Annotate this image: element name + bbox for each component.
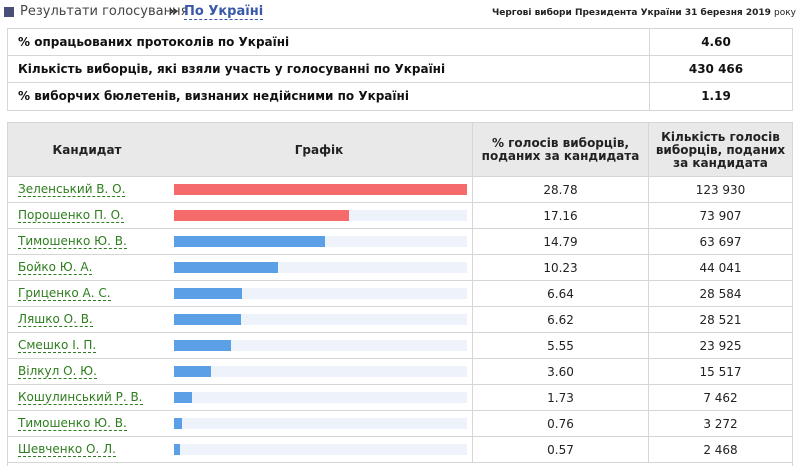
vote-bar (174, 444, 180, 455)
vote-percent: 0.57 (472, 437, 648, 463)
vote-percent: 10.23 (472, 255, 648, 281)
vote-count: 73 907 (648, 203, 792, 229)
table-row: Зеленський В. О. 28.78 123 930 (8, 177, 792, 203)
region-link[interactable]: По Україні (184, 4, 264, 20)
vote-percent: 0.76 (472, 411, 648, 437)
summary-label: % виборчих бюлетенів, визнаних недійсним… (18, 89, 409, 103)
vote-count: 23 925 (648, 333, 792, 359)
vote-bar-track (174, 210, 467, 221)
vote-count: 2 468 (648, 437, 792, 463)
vote-bar-track (174, 366, 467, 377)
vote-count: 3 272 (648, 411, 792, 437)
vote-bar-track (174, 340, 467, 351)
candidate-link[interactable]: Тимошенко Ю. В. (18, 416, 127, 431)
candidate-link[interactable]: Бойко Ю. А. (18, 260, 93, 275)
results-table: Кандидат Графік % голосів виборців, пода… (7, 122, 793, 466)
vote-count: 28 584 (648, 281, 792, 307)
summary-value: 4.60 (701, 35, 731, 49)
summary-row: % опрацьованих протоколів по Україні 4.6… (8, 29, 792, 56)
header-count: Кількість голосів виборців, поданих за к… (648, 123, 792, 177)
table-row: Шевченко О. Л. 0.57 2 468 (8, 437, 792, 463)
vote-bar-track (174, 236, 467, 247)
vote-percent: 5.55 (472, 333, 648, 359)
table-row: Гриценко А. С. 6.64 28 584 (8, 281, 792, 307)
vote-bar (174, 392, 192, 403)
vote-count: 7 462 (648, 385, 792, 411)
top-bar: Результати голосування » По Україні Черг… (0, 0, 800, 24)
summary-row: % виборчих бюлетенів, визнаних недійсним… (8, 83, 792, 110)
table-row: Смешко І. П. 5.55 23 925 (8, 333, 792, 359)
candidate-link[interactable]: Гриценко А. С. (18, 286, 111, 301)
breadcrumb-separator: » (168, 1, 179, 20)
vote-bar (174, 314, 242, 325)
summary-table: % опрацьованих протоколів по Україні 4.6… (7, 28, 793, 111)
table-row: Тимошенко Ю. В. 0.76 3 272 (8, 411, 792, 437)
summary-value: 430 466 (688, 62, 744, 76)
vote-bar-track (174, 288, 467, 299)
vote-bar-track (174, 262, 467, 273)
vote-bar-track (174, 444, 467, 455)
vote-percent: 28.78 (472, 177, 648, 203)
vote-count: 15 517 (648, 359, 792, 385)
table-row: Бойко Ю. А. 10.23 44 041 (8, 255, 792, 281)
vote-count: 28 521 (648, 307, 792, 333)
vote-bar-track (174, 392, 467, 403)
table-row: Ляшко О. В. 6.62 28 521 (8, 307, 792, 333)
election-title: Чергові вибори Президента України 31 бер… (492, 8, 796, 18)
header-percent: % голосів виборців, поданих за кандидата (472, 123, 648, 177)
vote-percent: 1.73 (472, 385, 648, 411)
header-graph: Графік (294, 142, 344, 157)
candidate-link[interactable]: Порошенко П. О. (18, 208, 124, 223)
summary-value: 1.19 (701, 89, 731, 103)
vote-percent: 6.62 (472, 307, 648, 333)
breadcrumb: Результати голосування (20, 4, 189, 19)
header-candidate: Кандидат (52, 142, 122, 157)
vote-percent: 6.64 (472, 281, 648, 307)
vote-bar (174, 262, 279, 273)
candidate-link[interactable]: Смешко І. П. (18, 338, 97, 353)
candidate-link[interactable]: Тимошенко Ю. В. (18, 234, 127, 249)
vote-bar (174, 184, 467, 195)
results-header: Кандидат Графік % голосів виборців, пода… (8, 123, 792, 177)
vote-bar-track (174, 314, 467, 325)
vote-count: 123 930 (648, 177, 792, 203)
vote-bar (174, 418, 182, 429)
vote-bar (174, 366, 211, 377)
summary-label: % опрацьованих протоколів по Україні (18, 35, 290, 49)
candidate-link[interactable]: Кошулинський Р. В. (18, 390, 143, 405)
candidate-link[interactable]: Ляшко О. В. (18, 312, 93, 327)
vote-count: 63 697 (648, 229, 792, 255)
vote-bar (174, 340, 231, 351)
summary-divider (649, 29, 650, 110)
candidate-link[interactable]: Вілкул О. Ю. (18, 364, 97, 379)
vote-bar (174, 210, 349, 221)
vote-percent: 3.60 (472, 359, 648, 385)
table-row: Кошулинський Р. В. 1.73 7 462 (8, 385, 792, 411)
candidate-link[interactable]: Шевченко О. Л. (18, 442, 116, 457)
vote-bar-track (174, 418, 467, 429)
candidate-link[interactable]: Зеленський В. О. (18, 182, 126, 197)
table-row: Вілкул О. Ю. 3.60 15 517 (8, 359, 792, 385)
summary-label: Кількість виборців, які взяли участь у г… (18, 62, 446, 76)
vote-count: 44 041 (648, 255, 792, 281)
square-bullet-icon (4, 7, 14, 17)
table-row: Порошенко П. О. 17.16 73 907 (8, 203, 792, 229)
table-row: Тимошенко Ю. В. 14.79 63 697 (8, 229, 792, 255)
vote-bar (174, 236, 325, 247)
vote-bar-track (174, 184, 467, 195)
summary-row: Кількість виборців, які взяли участь у г… (8, 56, 792, 83)
vote-percent: 14.79 (472, 229, 648, 255)
vote-bar (174, 288, 242, 299)
vote-percent: 17.16 (472, 203, 648, 229)
election-title-text: Чергові вибори Президента України 31 бер… (491, 8, 771, 18)
election-year-suffix: року (774, 8, 796, 18)
